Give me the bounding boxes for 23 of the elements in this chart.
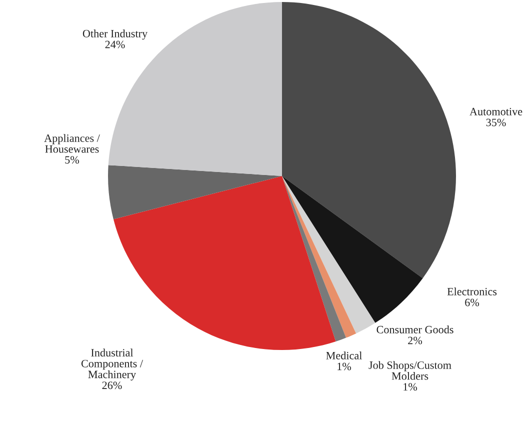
pie-slice [282, 176, 376, 334]
slice-label: Industrial Components / Machinery [81, 348, 144, 380]
slice-label: Automotive [470, 108, 522, 116]
data-label: 6% [465, 298, 480, 306]
slice-label: Job Shops/Custom Molders [368, 361, 452, 380]
pie-slice [282, 176, 423, 323]
slice-label: Medical [326, 352, 362, 360]
slice-label: Consumer Goods [376, 326, 454, 334]
slice-label: Other Industry [82, 30, 148, 40]
data-label: 5% [65, 156, 80, 164]
pie-slice [282, 176, 346, 342]
pie-slice [108, 165, 282, 220]
data-label: 1% [338, 362, 352, 370]
data-label: 1% [404, 383, 418, 391]
slice-label: Appliances / Housewares [44, 134, 100, 153]
slice-label: Electronics [447, 288, 497, 296]
pie-slice [282, 2, 456, 278]
pie-slice [113, 176, 336, 350]
pie-slice [282, 176, 356, 338]
data-label: 24% [105, 40, 125, 48]
data-label: 2% [408, 336, 422, 344]
data-label: 35% [486, 118, 506, 126]
data-label: 26% [102, 382, 122, 390]
